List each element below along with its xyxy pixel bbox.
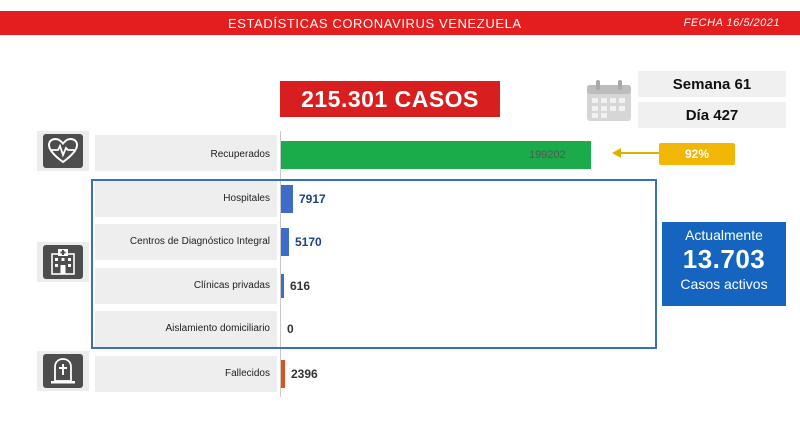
- value-label-cdi: 5170: [295, 235, 322, 249]
- row-bg-hospitals: [95, 181, 277, 217]
- category-label-private-clinics: Clínicas privadas: [193, 280, 270, 291]
- category-label-cdi: Centros de Diagnóstico Integral: [129, 236, 270, 247]
- heart-pulse-icon: [48, 138, 78, 164]
- bar-deceased: [281, 360, 285, 388]
- active-cases-subtitle: Casos activos: [680, 276, 768, 292]
- value-label-private-clinics: 616: [290, 279, 311, 293]
- active-cases-number: 13.703: [682, 244, 766, 274]
- active-cases-title: Actualmente: [685, 227, 763, 243]
- active-cases-panel: Actualmente 13.703 Casos activos: [662, 222, 786, 306]
- category-label-deceased: Fallecidos: [224, 368, 270, 379]
- category-label-home-isolation: Aislamiento domiciliario: [165, 323, 270, 334]
- bar-cdi: [281, 228, 289, 256]
- hospital-icon-box: [37, 242, 89, 282]
- row-bg-deceased: [95, 356, 277, 392]
- recovered-pct-badge: 92%: [659, 143, 735, 165]
- hospitalized-group-frame: [91, 179, 657, 349]
- chart-axis: [280, 131, 281, 397]
- value-label-recovered: 199202: [529, 149, 566, 161]
- recovered-pct-connector: [614, 152, 662, 154]
- page-title: ESTADÍSTICAS CORONAVIRUS VENEZUELA: [228, 16, 522, 31]
- day-counter: Día 427: [638, 102, 786, 128]
- header-bar: ESTADÍSTICAS CORONAVIRUS VENEZUELA FECHA…: [0, 11, 800, 35]
- category-label-recovered: Recuperados: [210, 149, 270, 160]
- bar-hospitals: [281, 185, 293, 213]
- recovered-icon-box: [37, 131, 89, 171]
- deceased-icon-box: [37, 351, 89, 391]
- total-cases-badge: 215.301 CASOS: [280, 81, 500, 117]
- bar-recovered: [281, 141, 591, 169]
- value-label-home-isolation: 0: [287, 322, 294, 336]
- bar-private-clinics: [281, 274, 284, 298]
- value-label-hospitals: 7917: [299, 192, 326, 206]
- category-label-hospitals: Hospitales: [223, 193, 270, 204]
- row-bg-cdi: [95, 224, 277, 260]
- value-label-deceased: 2396: [291, 367, 318, 381]
- row-bg-home-isolation: [95, 311, 277, 347]
- calendar-icon: [587, 80, 631, 121]
- week-counter: Semana 61: [638, 71, 786, 97]
- row-bg-recovered: [95, 135, 277, 171]
- tombstone-icon: [51, 358, 75, 384]
- hospital-icon: [51, 249, 75, 275]
- row-bg-private-clinics: [95, 268, 277, 304]
- report-date: FECHA 16/5/2021: [683, 17, 780, 29]
